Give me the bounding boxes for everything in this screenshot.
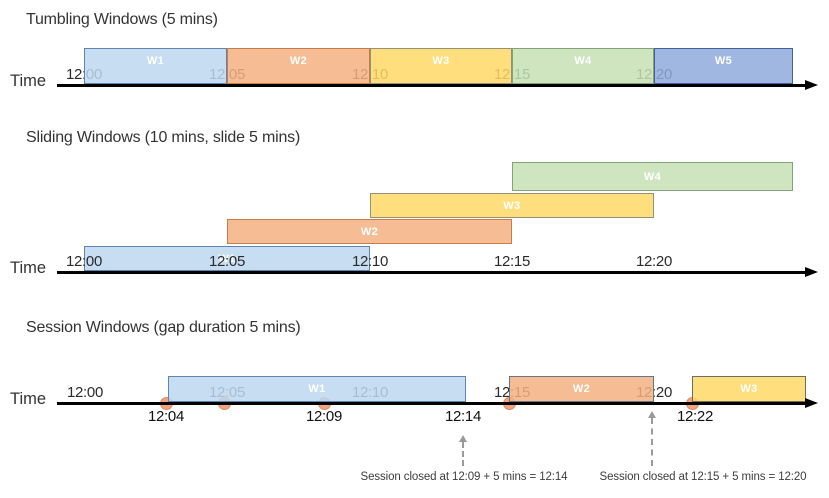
window-box-w5: W5: [654, 48, 793, 84]
window-label: W1: [218, 252, 236, 265]
window-box-w3: W3: [370, 193, 654, 218]
diagram-title: Sliding Windows (10 mins, slide 5 mins): [26, 129, 301, 146]
time-axis-arrowhead: [805, 79, 818, 90]
dashed-arrow-up-icon: [458, 435, 467, 442]
window-label: W1: [308, 383, 326, 395]
window-box-w4: W4: [512, 48, 654, 84]
window-box-w4: W4: [512, 162, 793, 191]
window-label: W5: [714, 55, 733, 67]
window-label: W2: [360, 225, 379, 238]
window-label: W2: [572, 383, 591, 395]
window-label: W3: [503, 199, 521, 212]
event-time-label: 12:09: [305, 408, 343, 425]
axis-tick-label: 12:05: [208, 253, 246, 270]
dashed-arrow-line: [651, 418, 653, 466]
window-label: W4: [643, 170, 662, 183]
time-axis-label: Time: [10, 259, 47, 277]
dashed-arrow-up-icon: [647, 411, 656, 418]
dashed-arrow-line: [462, 442, 464, 466]
diagram-title: Session Windows (gap duration 5 mins): [26, 319, 301, 336]
time-axis-arrowhead: [805, 266, 818, 277]
axis-tick-label: 12:20: [635, 253, 673, 270]
window-box-w2: W2: [227, 48, 370, 84]
window-box-w1: W1: [84, 246, 370, 271]
time-axis-line: [57, 84, 805, 87]
window-label: W2: [289, 55, 308, 67]
window-label: W3: [740, 383, 758, 395]
event-time-label: 12:14: [444, 408, 482, 425]
axis-tick-label: 12:00: [65, 253, 103, 270]
window-box-w3: W3: [692, 376, 806, 402]
window-box-w2: W2: [509, 376, 654, 402]
session-closed-annotation: Session closed at 12:09 + 5 mins = 12:14: [360, 471, 568, 483]
axis-tick-label: 12:15: [493, 253, 531, 270]
window-label: W1: [146, 55, 165, 67]
time-axis-line: [57, 402, 805, 405]
axis-tick-label: 12:10: [351, 253, 389, 270]
time-axis-line: [57, 271, 805, 274]
window-box-w3: W3: [370, 48, 512, 84]
window-box-w1: W1: [84, 48, 227, 84]
time-axis-arrowhead: [805, 397, 818, 408]
window-box-w1: W1: [168, 376, 466, 402]
event-time-label: 12:04: [147, 408, 185, 425]
time-axis-label: Time: [10, 72, 47, 90]
window-label: W3: [432, 55, 450, 67]
window-box-w2: W2: [227, 219, 512, 244]
session-closed-annotation: Session closed at 12:15 + 5 mins = 12:20: [599, 471, 807, 483]
axis-tick-label: 12:00: [66, 384, 104, 401]
event-time-label: 12:22: [676, 408, 714, 425]
time-axis-label: Time: [10, 390, 47, 408]
window-label: W4: [574, 55, 592, 67]
diagram-title: Tumbling Windows (5 mins): [26, 11, 218, 28]
